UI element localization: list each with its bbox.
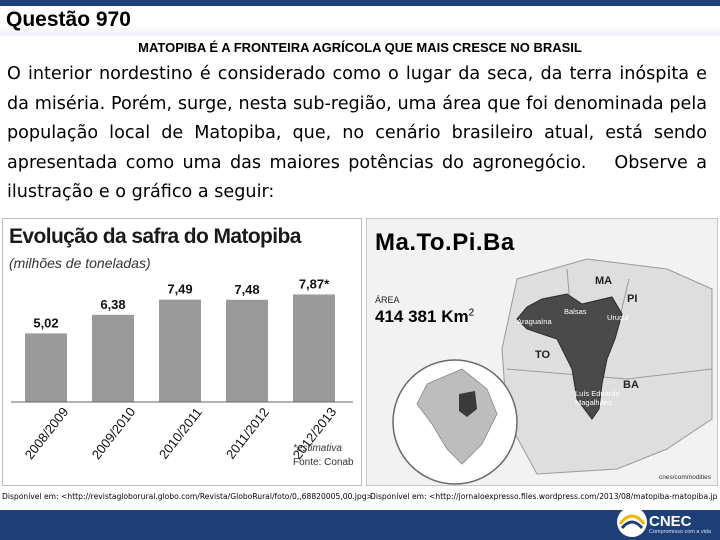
- chart-footnote: *estimativa: [293, 443, 342, 454]
- source-left: Disponível em: <http://revistagloborural…: [2, 492, 376, 501]
- question-paragraph: O interior nordestino é considerado como…: [7, 64, 707, 173]
- logo-tagline: Compromisso com a vida: [649, 529, 712, 535]
- city-balsas: Balsas: [564, 307, 587, 316]
- question-subtitle: MATOPIBA É A FRONTEIRA AGRÍCOLA QUE MAIS…: [138, 40, 582, 55]
- cnec-emblem-icon: [617, 507, 647, 537]
- bar-value-label: 7,49: [167, 282, 192, 297]
- chart-bar: [92, 314, 134, 402]
- area-unit: Km: [441, 307, 469, 326]
- category-label: 2008/2009: [22, 404, 72, 462]
- header-stripe: [0, 0, 720, 6]
- category-label: 2009/2010: [89, 404, 139, 462]
- footer-bar: [0, 510, 720, 540]
- city-urucui: Uruçuí: [607, 313, 630, 322]
- state-ba: BA: [623, 379, 639, 391]
- bar-value-label: 7,87*: [299, 276, 330, 291]
- cnec-logo: CNEC Compromisso com a vida: [612, 500, 716, 540]
- bar-value-label: 5,02: [33, 315, 58, 330]
- chart-title: Evolução da safra do Matopiba: [9, 225, 301, 248]
- category-label: 2011/2012: [223, 405, 272, 462]
- chart-bar: [25, 333, 67, 402]
- area-value: 414 381 Km2: [375, 307, 474, 327]
- header-bar: [0, 0, 720, 36]
- state-pi: PI: [627, 293, 638, 305]
- area-exponent: 2: [468, 307, 475, 319]
- city-araguaina: Araguaína: [517, 317, 552, 326]
- state-ma: MA: [595, 275, 613, 287]
- bar-value-label: 6,38: [100, 297, 125, 312]
- category-label: 2010/2011: [156, 405, 205, 462]
- question-instruction: Observe a ilustração e o gráfico a segui…: [7, 152, 708, 203]
- chart-panel: Evolução da safra do Matopiba (milhões d…: [2, 218, 362, 486]
- map-panel: Ma.To.Pi.Ba ÁREA 414 381 Km2 MA PI TO BA…: [366, 218, 718, 486]
- question-text: O interior nordestino é considerado como…: [7, 60, 707, 208]
- logo-text: CNEC: [649, 513, 692, 530]
- bar-chart: 5,02 2008/2009 6,38 2009/2010 7,49 2010/2011 7…: [11, 276, 354, 468]
- bar-value-label: 7,48: [234, 282, 259, 297]
- matopiba-region: [516, 293, 623, 420]
- area-label: ÁREA: [375, 295, 400, 305]
- chart-unit: (milhões de toneladas): [9, 255, 151, 271]
- area-number: 414 381: [375, 307, 437, 326]
- source-right: Disponível em: <http://jornaloexpresso.f…: [370, 492, 718, 501]
- state-border-ba: [506, 368, 713, 380]
- map-illustration: [367, 219, 717, 485]
- map-title: Ma.To.Pi.Ba: [375, 229, 515, 256]
- chart-bar: [226, 299, 268, 402]
- map-credit: cnes/commodities: [658, 474, 711, 481]
- brazil-outline: [416, 368, 498, 465]
- chart-bar: [293, 294, 335, 402]
- state-to: TO: [535, 349, 551, 361]
- city-luis-eduardo: Luís Eduardo Magalhães: [575, 389, 620, 407]
- chart-bar: [159, 299, 201, 402]
- chart-credit: Fonte: Conab: [293, 457, 354, 468]
- question-title: Questão 970: [6, 8, 131, 31]
- matopiba-mini: [459, 391, 477, 417]
